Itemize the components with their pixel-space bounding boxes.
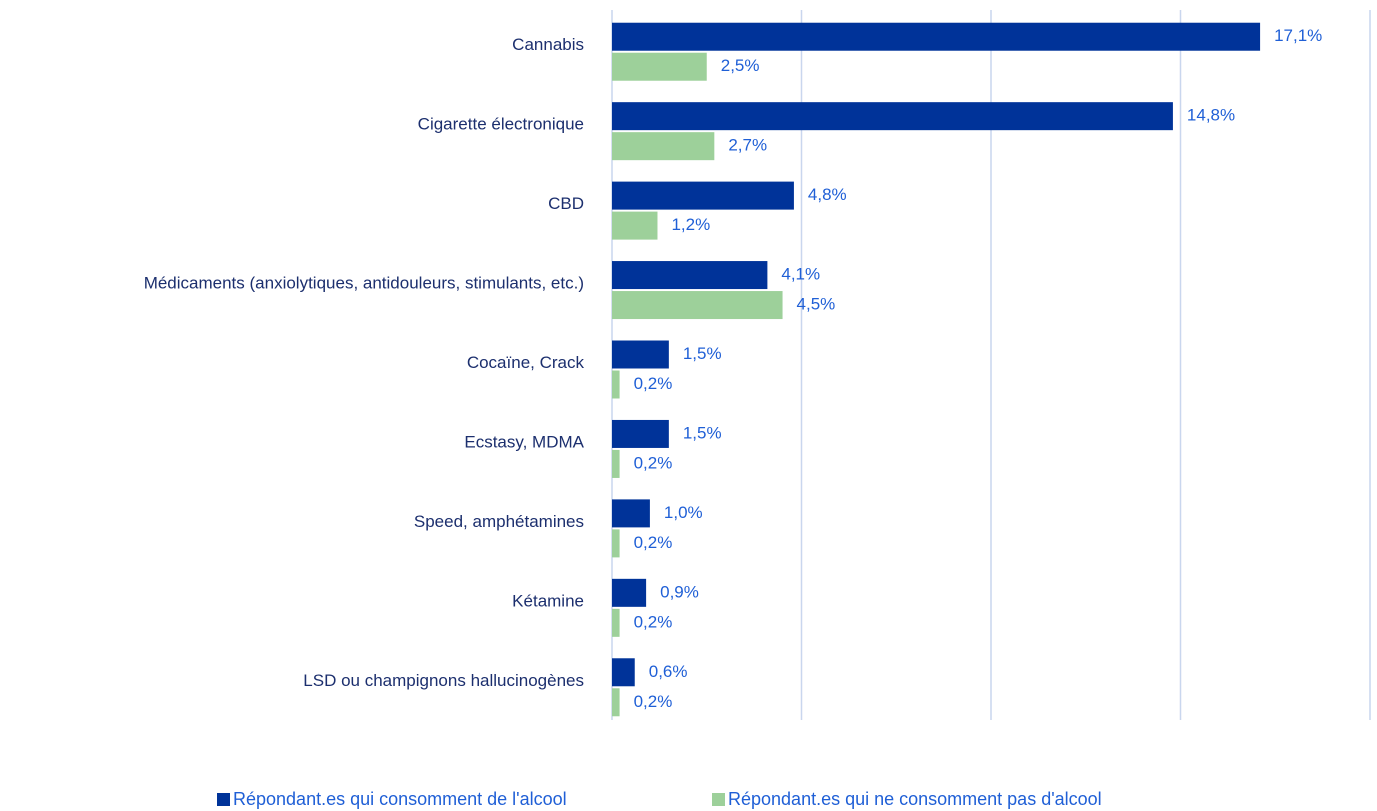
bar xyxy=(612,22,1261,51)
category-label: Médicaments (anxiolytiques, antidouleurs… xyxy=(144,274,584,293)
value-label: 4,1% xyxy=(781,265,820,284)
value-label: 0,2% xyxy=(634,453,673,472)
category-label: Cannabis xyxy=(512,35,584,54)
category-label: Ecstasy, MDMA xyxy=(464,432,584,451)
category-label: Kétamine xyxy=(512,591,584,610)
bar xyxy=(612,449,620,478)
category-label: LSD ou champignons hallucinogènes xyxy=(303,671,584,690)
legend-label: Répondant.es qui ne consomment pas d'alc… xyxy=(728,789,1102,809)
value-label: 1,0% xyxy=(664,503,703,522)
value-label: 0,2% xyxy=(634,612,673,631)
category-label: Cigarette électronique xyxy=(418,115,584,134)
bar xyxy=(612,181,794,210)
value-label: 4,8% xyxy=(808,185,847,204)
legend-swatch xyxy=(217,793,230,806)
value-label: 14,8% xyxy=(1187,106,1235,125)
bar xyxy=(612,529,620,558)
category-label: CBD xyxy=(548,194,584,213)
value-label: 1,2% xyxy=(671,215,710,234)
bar xyxy=(612,52,707,81)
legend-swatch xyxy=(712,793,725,806)
value-label: 2,7% xyxy=(728,136,767,155)
bar xyxy=(612,608,620,637)
bar xyxy=(612,102,1173,131)
bar xyxy=(612,340,669,369)
legend-label: Répondant.es qui consomment de l'alcool xyxy=(233,789,567,809)
bar xyxy=(612,132,715,161)
value-label: 1,5% xyxy=(683,423,722,442)
bar xyxy=(612,419,669,448)
bar xyxy=(612,370,620,399)
value-label: 0,9% xyxy=(660,582,699,601)
value-label: 0,2% xyxy=(634,374,673,393)
value-label: 4,5% xyxy=(797,295,836,314)
bar xyxy=(612,211,658,240)
value-label: 0,6% xyxy=(649,662,688,681)
category-label: Cocaïne, Crack xyxy=(467,353,585,372)
value-label: 1,5% xyxy=(683,344,722,363)
bar xyxy=(612,261,768,290)
bar xyxy=(612,578,647,607)
value-label: 0,2% xyxy=(634,692,673,711)
category-label: Speed, amphétamines xyxy=(414,512,584,531)
value-label: 0,2% xyxy=(634,533,673,552)
bar xyxy=(612,658,635,687)
value-label: 17,1% xyxy=(1274,26,1322,45)
bar xyxy=(612,688,620,717)
bar xyxy=(612,499,650,528)
value-label: 2,5% xyxy=(721,56,760,75)
bar xyxy=(612,291,783,320)
